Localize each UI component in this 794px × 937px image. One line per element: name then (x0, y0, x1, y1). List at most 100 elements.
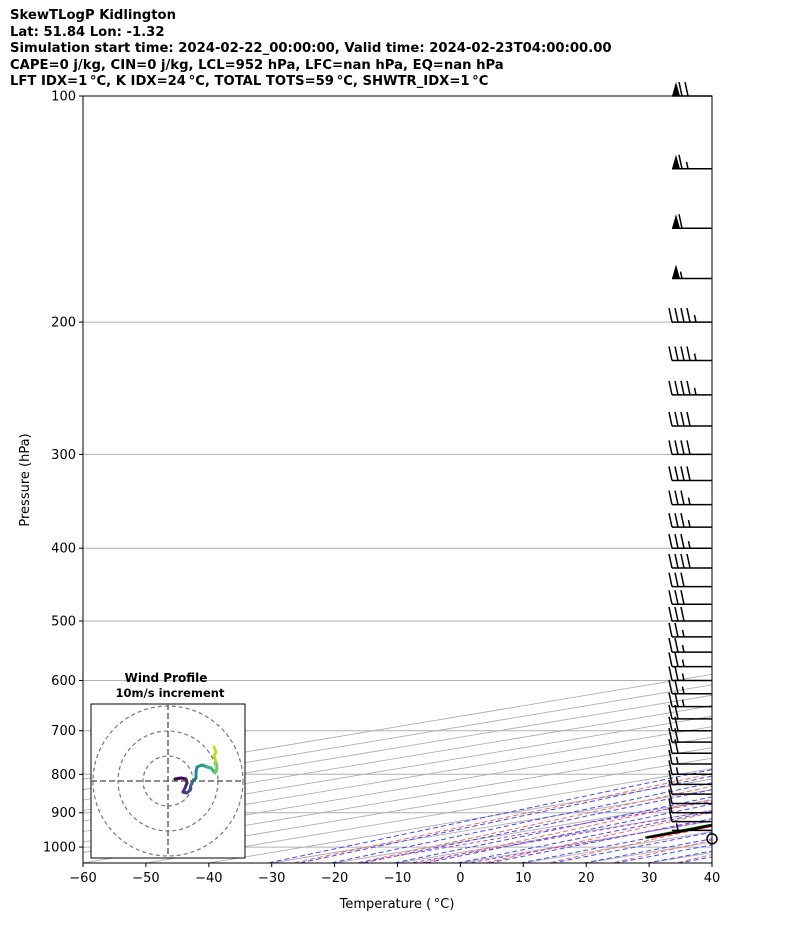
y-tick-label: 600 (51, 674, 76, 689)
isotherm-line (83, 705, 712, 812)
wind-barb (668, 692, 712, 708)
x-tick-label: 20 (578, 871, 595, 886)
moist-adiabat (422, 803, 712, 863)
dewpoint-line (644, 823, 712, 839)
moist-adiabat (612, 844, 712, 863)
moist-adiabat (517, 825, 712, 863)
y-tick-label: 400 (51, 542, 76, 557)
wind-barb (672, 264, 712, 280)
isotherm-line (523, 831, 712, 863)
inset-title: Wind Profile (125, 671, 208, 685)
isotherm-line (83, 684, 712, 791)
x-tick-label: −20 (321, 871, 348, 886)
location-line: Lat: 51.84 Lon: -1.32 (10, 24, 165, 40)
wind-barb (668, 622, 712, 638)
wind-barb (668, 716, 712, 732)
moist-adiabat (391, 796, 712, 863)
wind-barb (672, 154, 712, 170)
moist-adiabat (675, 856, 712, 863)
wind-barb (668, 606, 712, 622)
y-tick-label: 900 (51, 806, 76, 821)
wind-barb (668, 807, 712, 823)
dry-adiabat (354, 785, 712, 863)
indices-line-2: LFT IDX=1 °C, K IDX=24 °C, TOTAL TOTS=59… (10, 74, 489, 89)
moist-adiabat (328, 782, 712, 863)
inset-subtitle: 10m/s increment (116, 686, 225, 700)
wind-barb (668, 704, 712, 720)
wind-barb (668, 534, 712, 549)
x-tick-label: −50 (132, 871, 159, 886)
x-tick-label: 30 (641, 871, 658, 886)
dry-adiabat (418, 798, 712, 863)
wind-barb (668, 553, 712, 569)
mixing-ratio-line (353, 800, 712, 863)
wind-barb (668, 652, 712, 668)
wind-barb (668, 739, 712, 754)
y-tick-label: 500 (51, 614, 76, 629)
wind-barb (668, 346, 712, 362)
x-tick-label: −40 (195, 871, 222, 886)
isotherm-line (83, 715, 712, 822)
dry-adiabat (546, 825, 712, 863)
wind-barb (668, 779, 712, 795)
moist-adiabat (581, 838, 712, 863)
x-axis-label: Temperature ( °C) (339, 897, 455, 912)
isotherm-line (271, 789, 712, 863)
moist-adiabat (359, 789, 712, 863)
isotherm-line (460, 820, 712, 863)
y-tick-label: 700 (51, 724, 76, 739)
moist-adiabat (265, 769, 712, 863)
isotherm-line (83, 673, 712, 780)
hodograph-segment (212, 745, 218, 754)
wind-barb (668, 440, 712, 456)
wind-barb (668, 749, 712, 765)
wind-barb (668, 760, 712, 776)
wind-barb (668, 512, 712, 528)
x-tick-label: 0 (456, 871, 464, 886)
wind-barb (668, 466, 712, 482)
wind-barb (668, 380, 712, 396)
chart-header: SkewTLogP Kidlington Lat: 51.84 Lon: -1.… (10, 8, 612, 91)
isotherm-line (711, 862, 712, 863)
dry-adiabat (791, 96, 794, 866)
time-line: Simulation start time: 2024-02-22_00:00:… (10, 41, 612, 56)
x-tick-label: −60 (69, 871, 96, 886)
x-tick-label: −10 (384, 871, 411, 886)
wind-barb (668, 572, 712, 588)
wind-barb (668, 590, 712, 606)
wind-barb (668, 798, 712, 814)
wind-barb (668, 679, 712, 695)
y-axis-label: Pressure (hPa) (18, 433, 33, 526)
moist-adiabat (486, 818, 712, 863)
wind-barb (668, 789, 712, 805)
y-tick-label: 300 (51, 448, 76, 463)
moist-adiabat (454, 810, 712, 863)
y-tick-label: 1000 (43, 841, 76, 856)
wind-barb (668, 770, 712, 786)
indices-line-1: CAPE=0 j/kg, CIN=0 j/kg, LCL=952 hPa, LF… (10, 57, 504, 73)
y-tick-label: 100 (51, 90, 76, 105)
wind-barb (668, 666, 712, 682)
dry-adiabat (290, 773, 712, 863)
isotherm-line (83, 694, 712, 801)
wind-barb (668, 490, 712, 506)
chart-title: SkewTLogP Kidlington (10, 8, 176, 23)
wind-barb (668, 411, 712, 427)
mixing-ratio-line (465, 820, 712, 863)
wind-barb-calm (706, 833, 718, 845)
moist-adiabat (296, 775, 712, 863)
wind-barb (668, 728, 712, 743)
wind-barb (672, 823, 712, 832)
isotherm-line (83, 726, 712, 833)
moist-adiabat (549, 831, 712, 863)
hodograph-grid (91, 704, 245, 858)
isotherm-line (334, 799, 712, 863)
x-tick-label: 40 (704, 871, 721, 886)
temperature-line (651, 824, 712, 839)
wind-barb (668, 637, 712, 653)
wind-barb (668, 307, 712, 323)
isotherm-line (208, 778, 712, 863)
wind-barb (672, 81, 712, 97)
wind-barb (672, 214, 712, 230)
